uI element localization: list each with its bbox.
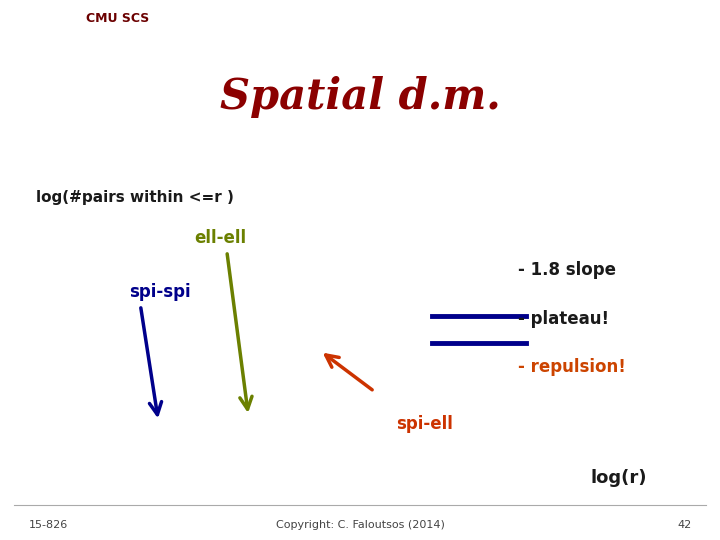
Text: - repulsion!: - repulsion!: [518, 358, 626, 376]
Text: 42: 42: [677, 520, 691, 530]
Text: Copyright: C. Faloutsos (2014): Copyright: C. Faloutsos (2014): [276, 520, 444, 530]
Text: 15-826: 15-826: [29, 520, 68, 530]
Text: ell-ell: ell-ell: [194, 228, 246, 247]
Text: Spatial d.m.: Spatial d.m.: [220, 76, 500, 118]
Text: CMU SCS: CMU SCS: [86, 12, 150, 25]
Text: log(r): log(r): [590, 469, 647, 487]
Text: log(#pairs within <=r ): log(#pairs within <=r ): [36, 190, 234, 205]
Text: spi-ell: spi-ell: [396, 415, 453, 433]
Text: - 1.8 slope: - 1.8 slope: [518, 261, 616, 279]
Text: spi-spi: spi-spi: [130, 282, 192, 301]
Text: - plateau!: - plateau!: [518, 309, 610, 328]
